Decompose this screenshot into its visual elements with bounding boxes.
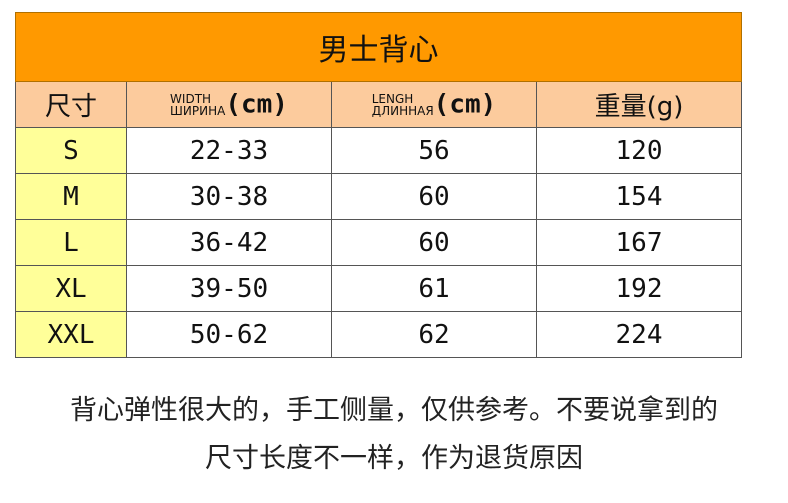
- header-weight: 重量(g): [536, 81, 742, 128]
- header-length-unit: (cm): [433, 89, 497, 120]
- weight-cell: 224: [536, 311, 742, 358]
- width-cell: 30-38: [126, 173, 332, 220]
- size-cell: M: [15, 173, 127, 220]
- header-width-en: WIDTH: [170, 91, 212, 106]
- size-cell: L: [15, 219, 127, 266]
- note-line-2: 尺寸长度不一样，作为退货原因: [205, 443, 583, 474]
- header-length-en: LENGH: [371, 91, 414, 106]
- length-cell: 62: [331, 311, 537, 358]
- size-cell: XXL: [15, 311, 127, 358]
- table-row: XXL 50-62 62 224: [15, 311, 742, 358]
- header-width-unit: (cm): [225, 89, 288, 120]
- weight-cell: 192: [536, 265, 742, 312]
- size-cell: S: [15, 127, 127, 174]
- table-title: 男士背心: [15, 12, 742, 82]
- width-cell: 22-33: [126, 127, 332, 174]
- size-chart-table: 男士背心 尺寸 WIDTH ШИРИНА(cm) LENGH ДЛИННАЯ(cm)…: [15, 12, 742, 358]
- weight-cell: 120: [536, 127, 742, 174]
- weight-cell: 167: [536, 219, 742, 266]
- header-size: 尺寸: [15, 81, 127, 128]
- header-width-ru: ШИРИНА: [170, 103, 226, 118]
- size-cell: XL: [15, 265, 127, 312]
- length-cell: 56: [331, 127, 537, 174]
- header-row: 尺寸 WIDTH ШИРИНА(cm) LENGH ДЛИННАЯ(cm) 重量(g…: [15, 81, 742, 128]
- weight-cell: 154: [536, 173, 742, 220]
- table-row: XL 39-50 61 192: [15, 265, 742, 312]
- note-line-1: 背心弹性很大的，手工侧量，仅供参考。不要说拿到的: [70, 395, 718, 426]
- header-width: WIDTH ШИРИНА(cm): [126, 81, 332, 128]
- length-cell: 61: [331, 265, 537, 312]
- header-length: LENGH ДЛИННАЯ(cm): [331, 81, 537, 128]
- width-cell: 39-50: [126, 265, 332, 312]
- header-length-ru: ДЛИННАЯ: [371, 103, 434, 118]
- table-row: S 22-33 56 120: [15, 127, 742, 174]
- length-cell: 60: [331, 219, 537, 266]
- length-cell: 60: [331, 173, 537, 220]
- width-cell: 50-62: [126, 311, 332, 358]
- width-cell: 36-42: [126, 219, 332, 266]
- table-row: L 36-42 60 167: [15, 219, 742, 266]
- table-row: M 30-38 60 154: [15, 173, 742, 220]
